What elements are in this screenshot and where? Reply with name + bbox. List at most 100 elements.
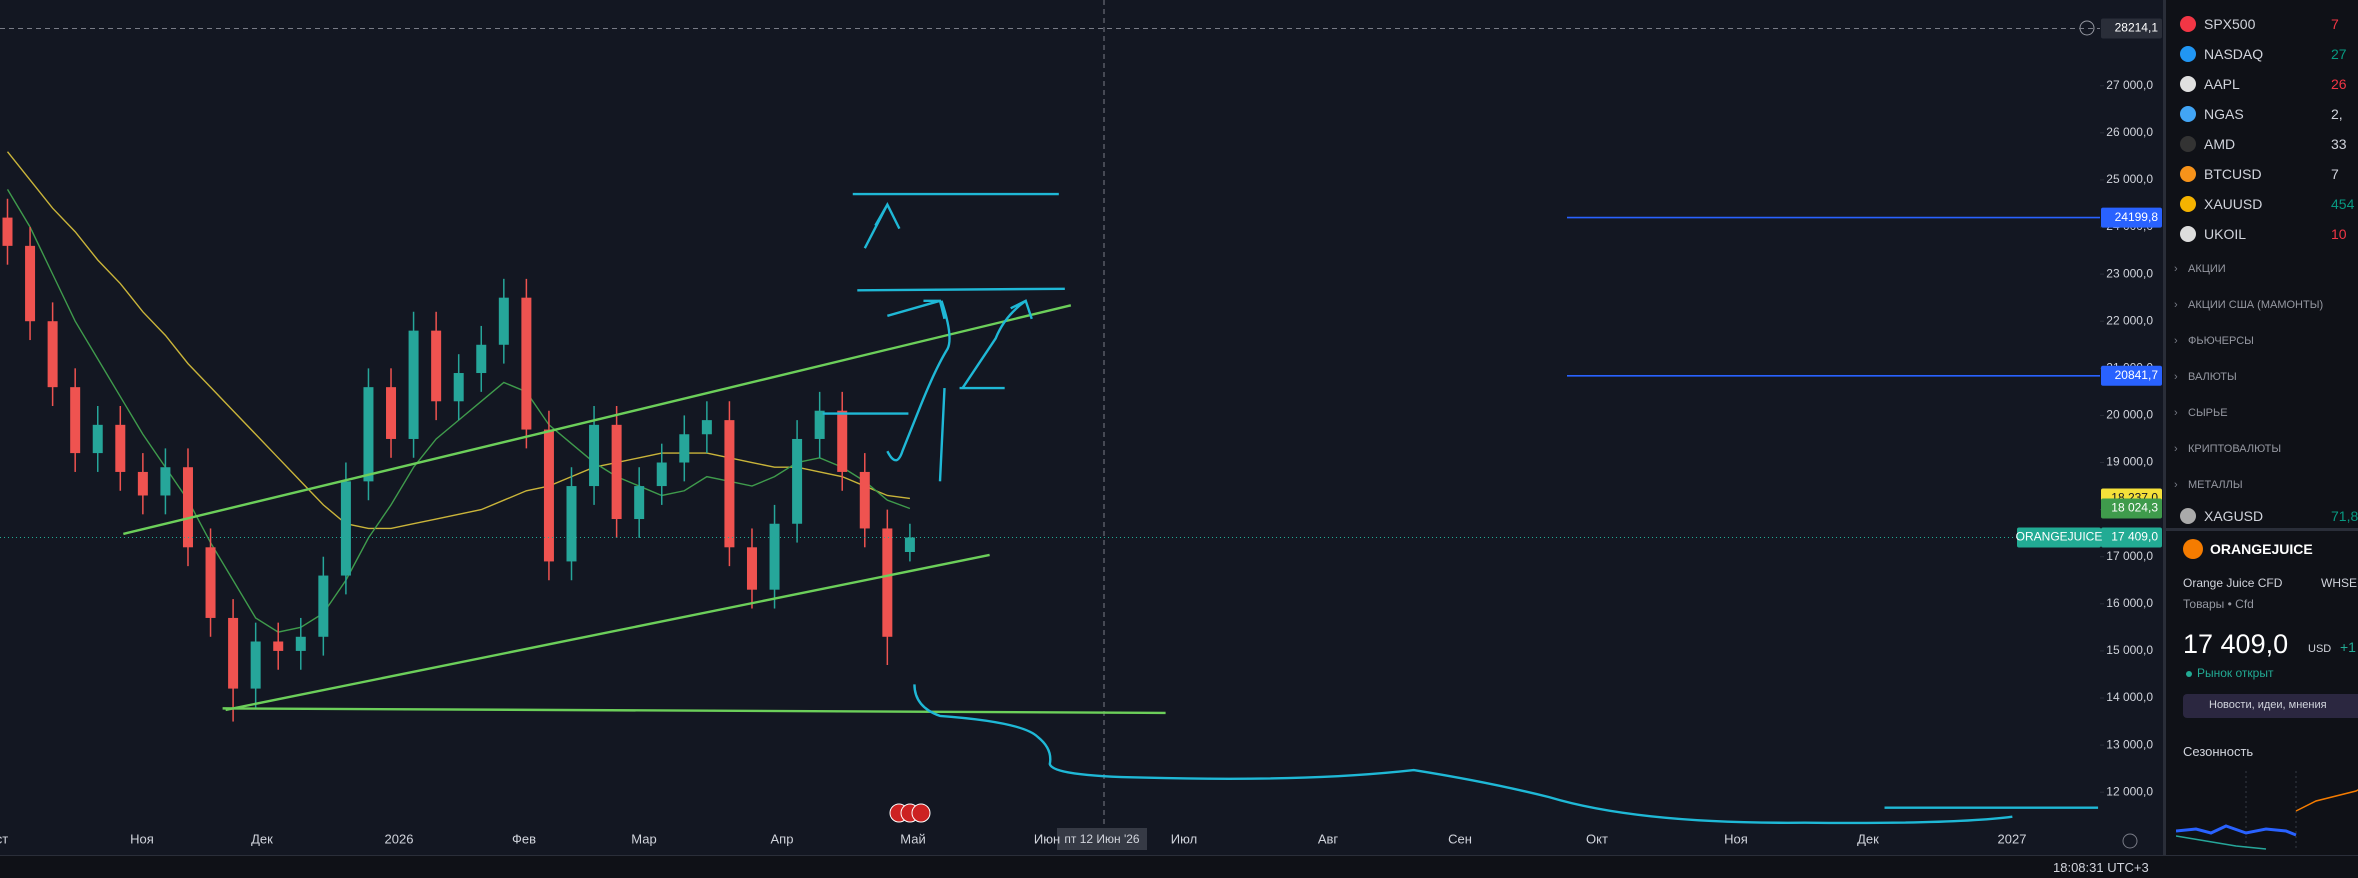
moving-average <box>6 151 910 530</box>
watchlist-group[interactable]: СЫРЬЕ <box>2174 407 2227 419</box>
time-label: Дек <box>251 831 273 846</box>
watchlist-row[interactable]: NASDAQ 27 <box>2166 39 2358 69</box>
price-label-box <box>2101 207 2162 228</box>
y-tick-label: 14 000,0 <box>2106 690 2153 704</box>
chart: пт 12 Июн '26 27 000,0 26 000,0 25 000,0 24… <box>0 0 2163 855</box>
watchlist-row[interactable]: XAGUSD 71,8 <box>2166 501 2358 531</box>
seasonality-chart <box>2176 771 2358 851</box>
symbol-tag: ORANGEJUICE <box>2016 530 2103 544</box>
symbol-value: 27 <box>2331 46 2347 62</box>
event-flags[interactable] <box>889 803 931 823</box>
candle-body <box>25 245 36 322</box>
time-label: Мар <box>631 831 656 846</box>
price-label: 28214,1 <box>2115 21 2159 35</box>
watchlist-row[interactable]: AAPL 26 <box>2166 69 2358 99</box>
candle-body <box>837 410 848 472</box>
watchlist-row[interactable]: XAUUSD 454 <box>2166 189 2358 219</box>
details-symbol: ORANGEJUICE <box>2210 541 2313 557</box>
symbol: AMD <box>2204 136 2236 152</box>
candle-body <box>386 387 397 439</box>
price-label: 17 409,0 <box>2111 530 2158 544</box>
candle-body <box>814 410 825 439</box>
watchlist-row[interactable]: BTCUSD 7 <box>2166 159 2358 189</box>
drawing-arrow <box>938 299 1033 482</box>
candle-body <box>701 420 712 435</box>
candle-body <box>2 217 13 246</box>
time-label: Окт <box>1586 831 1608 846</box>
status-dot <box>2186 671 2192 677</box>
y-tick-label: 16 000,0 <box>2106 596 2153 610</box>
symbol-icon <box>2180 106 2196 122</box>
candle-body <box>137 471 148 496</box>
candle-body <box>634 486 645 520</box>
time-label: Авг <box>1318 831 1339 846</box>
watchlist-group[interactable]: МЕТАЛЛЫ <box>2174 479 2243 491</box>
watchlist-group[interactable]: АКЦИИ США (МАМОНТЫ) <box>2174 299 2323 311</box>
details-name: Orange Juice CFD <box>2183 576 2283 590</box>
drawings <box>123 192 2099 825</box>
time-label: 2027 <box>1998 831 2027 846</box>
time-label: Май <box>900 831 925 846</box>
time-label: Фев <box>512 831 536 846</box>
candle-body <box>295 636 306 651</box>
price-label: 18 024,3 <box>2111 501 2158 515</box>
watchlist-group[interactable]: ВАЛЮТЫ <box>2174 371 2237 383</box>
price-label-box <box>2101 498 2162 519</box>
candle-body <box>70 387 81 454</box>
symbol: AAPL <box>2204 76 2240 92</box>
trend-line <box>123 304 1072 536</box>
symbol-value: 454 <box>2331 196 2355 212</box>
time-label: 2026 <box>385 831 414 846</box>
candle-body <box>205 547 216 618</box>
watchlist-row[interactable]: SPX500 7 <box>2166 9 2358 39</box>
trend-line <box>222 707 1166 715</box>
candle-body <box>656 462 667 487</box>
y-tick-label: 22 000,0 <box>2106 313 2153 327</box>
y-tick-label: 19 000,0 <box>2106 455 2153 469</box>
price-label-box <box>2101 527 2162 548</box>
watchlist-row[interactable]: UKOIL 10 <box>2166 219 2358 249</box>
symbol-details: ORANGEJUICE Orange Juice CFD WHSELFIN Товар… <box>2166 528 2358 855</box>
symbol-tag-box <box>2017 527 2101 548</box>
symbol-icon <box>2180 46 2196 62</box>
symbol: XAUUSD <box>2204 196 2263 212</box>
symbol-value: 71,8 <box>2331 508 2358 524</box>
watchlist-row[interactable]: AMD 33 <box>2166 129 2358 159</box>
candle-body <box>476 344 487 374</box>
candle-body <box>47 321 58 388</box>
y-tick-label: 12 000,0 <box>2106 784 2153 798</box>
symbol-value: 33 <box>2331 136 2347 152</box>
candle-body <box>431 330 442 402</box>
watchlist-group[interactable]: ФЬЮЧЕРСЫ <box>2174 335 2254 347</box>
symbol: SPX500 <box>2204 16 2256 32</box>
symbol-icon <box>2180 508 2196 524</box>
symbol: BTCUSD <box>2204 166 2262 182</box>
crosshair-add-button[interactable] <box>2079 20 2095 36</box>
price-label-box <box>2101 18 2162 39</box>
details-status: Рынок открыт <box>2197 666 2274 680</box>
right-panel: SPX500 7 NASDAQ 27 AAPL 26 NGAS 2, AMD 33 BTCUSD 7 X… <box>2163 0 2358 855</box>
candle-body <box>228 617 239 689</box>
symbol: NGAS <box>2204 106 2244 122</box>
symbol-value: 10 <box>2331 226 2347 242</box>
candle-body <box>882 528 893 637</box>
news-button[interactable]: Новости, идеи, мнения <box>2183 694 2358 718</box>
watchlist-group[interactable]: КРИПТОВАЛЮТЫ <box>2174 443 2281 455</box>
news-button-label: Новости, идеи, мнения <box>2209 699 2327 711</box>
price-axis <box>2100 0 2163 825</box>
price-label: 20841,7 <box>2115 368 2159 382</box>
seasonality-title: Сезонность <box>2183 744 2254 759</box>
y-tick-label: 23 000,0 <box>2106 266 2153 280</box>
candle-body <box>182 467 193 548</box>
symbol-value: 7 <box>2331 166 2339 182</box>
candle-body <box>318 575 329 637</box>
y-tick-label: 17 000,0 <box>2106 549 2153 563</box>
price-label: 24199,8 <box>2115 210 2159 224</box>
candle-body <box>498 297 509 345</box>
time-label: Апр <box>771 831 794 846</box>
status-bar: 18:08:31 UTC+3 <box>0 855 2358 878</box>
candle-body <box>250 641 261 689</box>
settings-icon[interactable] <box>2122 833 2138 849</box>
watchlist-group[interactable]: АКЦИИ <box>2174 263 2226 275</box>
watchlist-row[interactable]: NGAS 2, <box>2166 99 2358 129</box>
